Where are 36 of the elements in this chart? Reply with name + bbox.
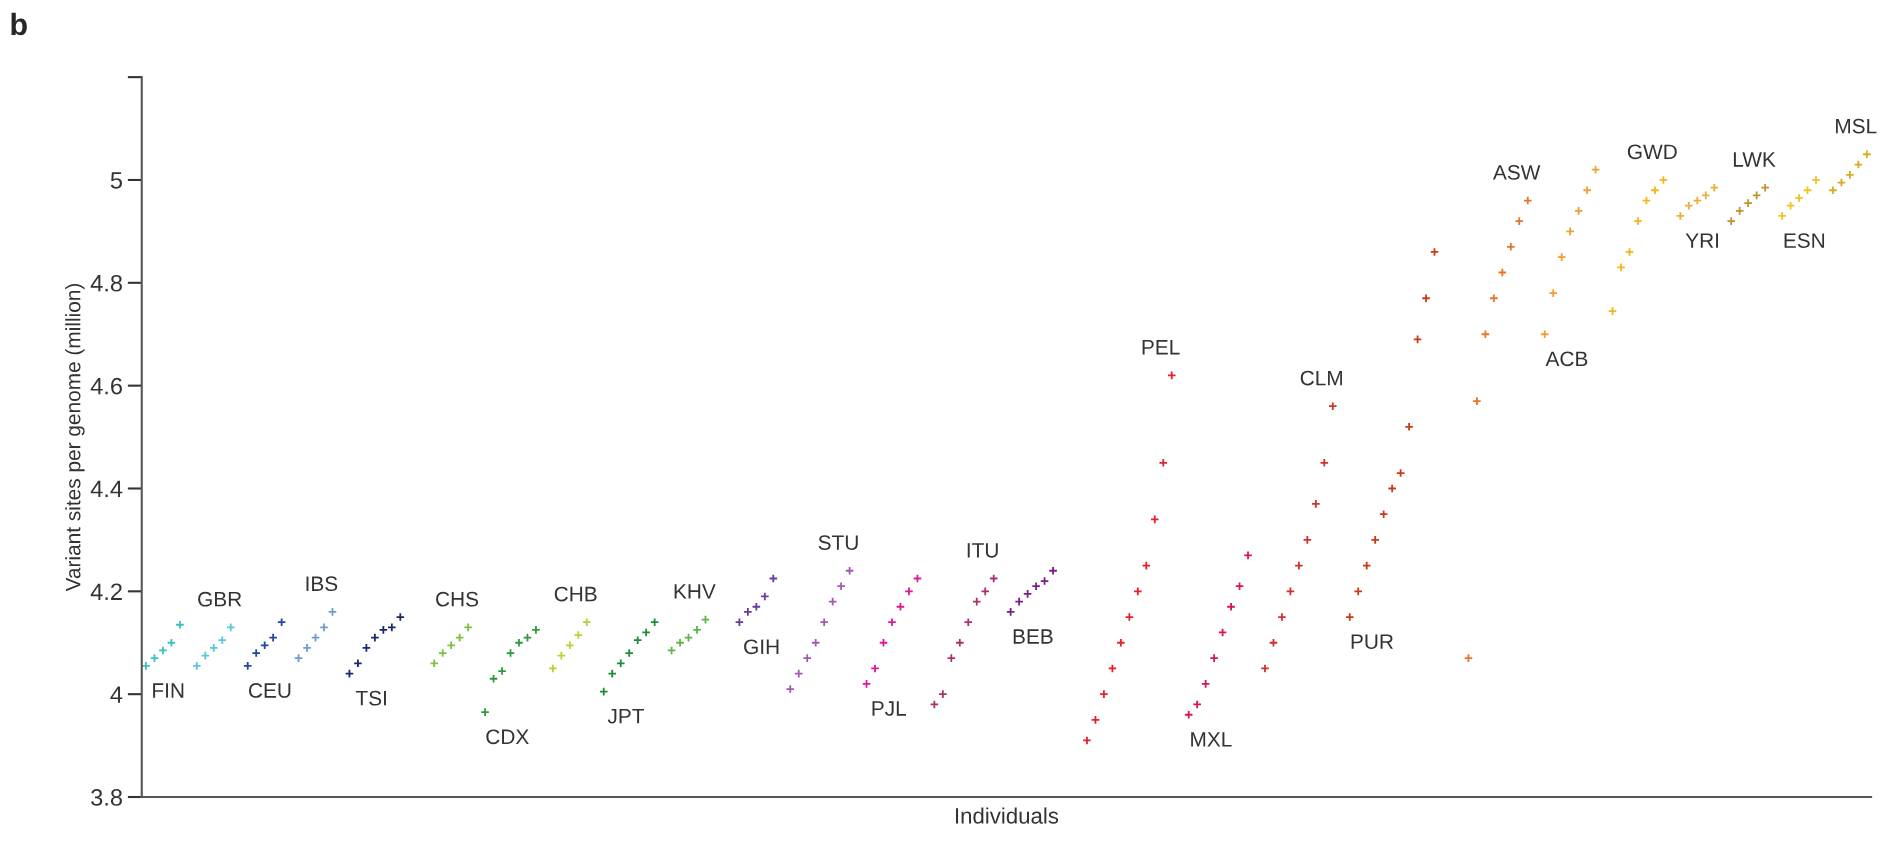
annotation: GIH [744,639,779,655]
annotation: FIN [153,683,184,698]
y-tick-label: 4.2 [90,583,122,600]
annotation: PEL [1142,340,1180,355]
annotation: JPT [607,709,645,724]
annotation: BEB [1013,629,1053,644]
y-axis-title: Variant sites per genome (million) [65,283,85,592]
annotation: ACB [1545,351,1588,367]
annotation: TSI [355,690,386,706]
annotation: ASW [1492,165,1541,180]
x-axis-title: Individuals [955,807,1059,824]
y-tick-label: 3.8 [91,789,122,806]
annotation: PJL [872,701,907,716]
annotation: ITU [967,543,998,558]
annotation: GWD [1627,144,1677,160]
annotation: CEU [249,683,291,698]
y-tick-label: 4 [110,686,123,703]
annotation: CHS [436,591,479,607]
annotation: GBR [198,591,242,607]
y-tick-label: 5 [110,172,123,189]
annotation: MXL [1191,732,1232,747]
y-tick-label: 4.8 [90,274,122,292]
chart-title: b [11,12,27,36]
annotation: IBS [306,576,338,592]
annotation: MSL [1836,118,1877,134]
annotation: CDX [486,729,529,745]
annotation: KHV [674,584,716,599]
annotation: YRI [1685,233,1719,248]
annotation: STU [818,535,858,550]
y-tick-label: 4.6 [90,377,122,395]
annotation: CHB [554,586,597,602]
annotation: CLM [1300,370,1342,386]
annotation: LWK [1733,152,1776,167]
y-tick-label: 4.4 [90,480,123,498]
annotation: ESN [1784,233,1825,248]
annotation: PUR [1351,634,1393,650]
